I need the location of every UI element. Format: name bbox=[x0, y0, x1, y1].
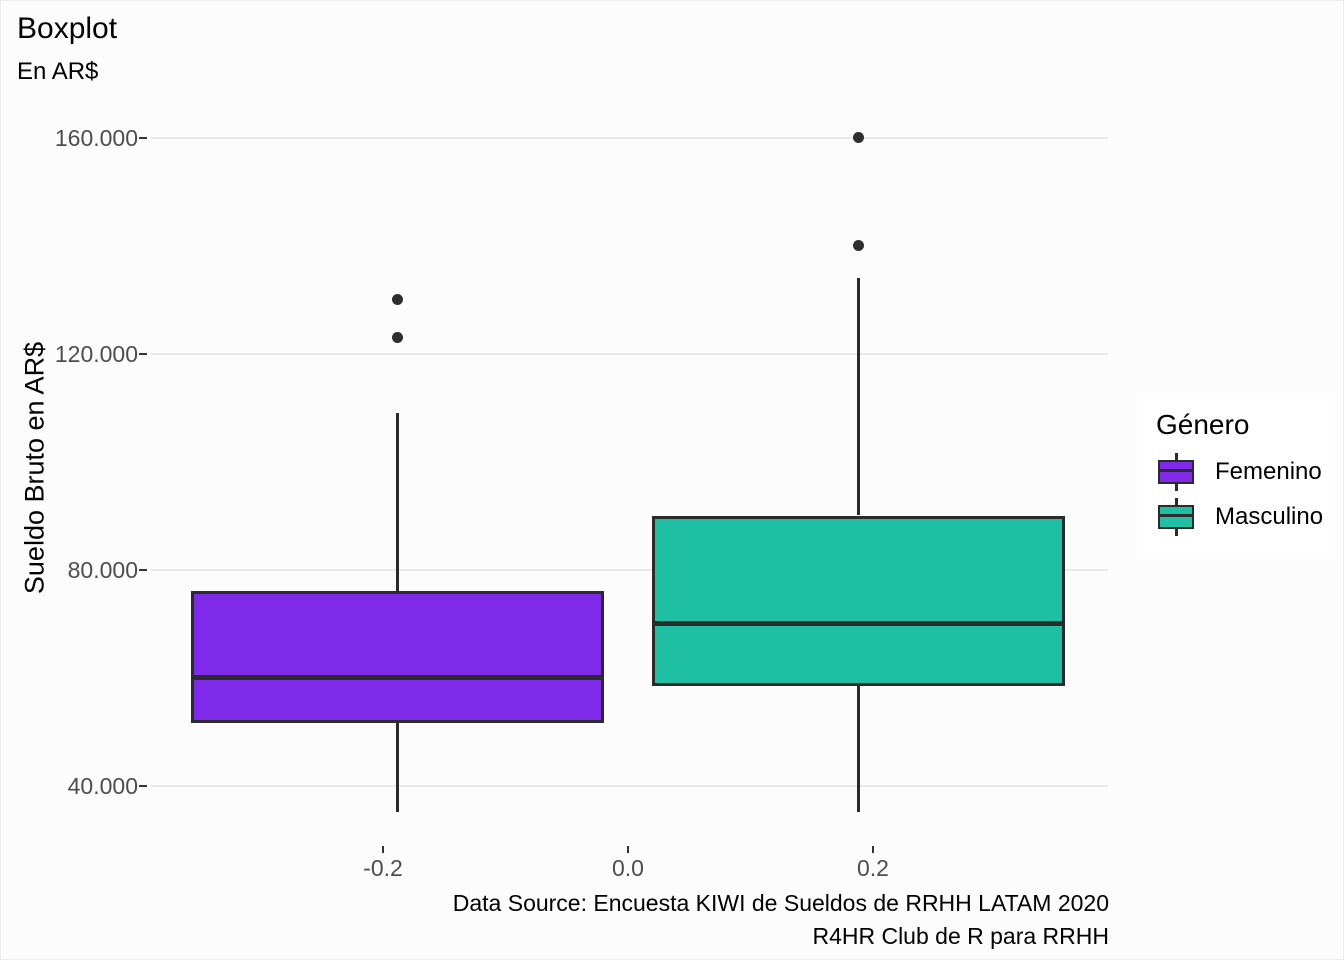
outlier-dot-femenino bbox=[392, 331, 404, 343]
x-tick-label: 0.0 bbox=[612, 855, 644, 881]
boxplot-key-icon bbox=[1158, 497, 1194, 536]
whisker-upper-masculino bbox=[856, 277, 860, 516]
gridline-y bbox=[151, 568, 1108, 571]
x-tick-mark bbox=[872, 846, 874, 853]
median-masculino bbox=[651, 621, 1065, 626]
gridline-y bbox=[151, 784, 1108, 787]
box-masculino bbox=[651, 515, 1065, 686]
legend: Género Femenino Masculino bbox=[1138, 393, 1334, 559]
gridline-y bbox=[151, 352, 1108, 355]
legend-label-femenino: Femenino bbox=[1215, 457, 1322, 485]
x-tick-label: -0.2 bbox=[363, 855, 403, 881]
legend-label-masculino: Masculino bbox=[1215, 502, 1324, 530]
x-tick-mark bbox=[382, 846, 384, 853]
boxplot-key-icon bbox=[1158, 452, 1194, 491]
chart-title: Boxplot bbox=[17, 12, 118, 45]
box-femenino bbox=[191, 591, 605, 724]
x-tick-label: 0.2 bbox=[857, 855, 889, 881]
chart-caption: Data Source: Encuesta KIWI de Sueldos de… bbox=[453, 887, 1109, 953]
y-tick-mark bbox=[139, 568, 147, 571]
y-tick-mark bbox=[139, 784, 147, 787]
legend-item-femenino: Femenino bbox=[1138, 449, 1334, 494]
y-tick-label: 120.000 bbox=[54, 340, 138, 367]
whisker-upper-femenino bbox=[396, 412, 400, 592]
x-tick-mark bbox=[627, 846, 629, 853]
legend-title: Género bbox=[1156, 409, 1250, 440]
outlier-dot-femenino bbox=[392, 294, 404, 305]
key-median-line bbox=[1158, 514, 1194, 517]
key-median-line bbox=[1158, 469, 1194, 472]
whisker-lower-masculino bbox=[856, 685, 860, 813]
y-tick-label: 80.000 bbox=[67, 556, 138, 583]
outlier-dot-masculino bbox=[852, 240, 864, 251]
caption-line-1: Data Source: Encuesta KIWI de Sueldos de… bbox=[452, 890, 1109, 916]
y-tick-mark bbox=[139, 136, 147, 139]
whisker-lower-femenino bbox=[396, 723, 400, 813]
outlier-dot-masculino bbox=[852, 132, 864, 143]
legend-items: Femenino Masculino bbox=[1138, 449, 1334, 539]
caption-line-2: R4HR Club de R para RRHH bbox=[812, 923, 1109, 949]
y-tick-label: 160.000 bbox=[54, 124, 138, 151]
median-femenino bbox=[191, 675, 605, 680]
y-tick-mark bbox=[139, 352, 147, 355]
y-tick-label: 40.000 bbox=[67, 772, 138, 799]
legend-item-masculino: Masculino bbox=[1138, 494, 1334, 539]
chart-subtitle: En AR$ bbox=[17, 58, 99, 85]
gridline-y bbox=[151, 136, 1108, 139]
